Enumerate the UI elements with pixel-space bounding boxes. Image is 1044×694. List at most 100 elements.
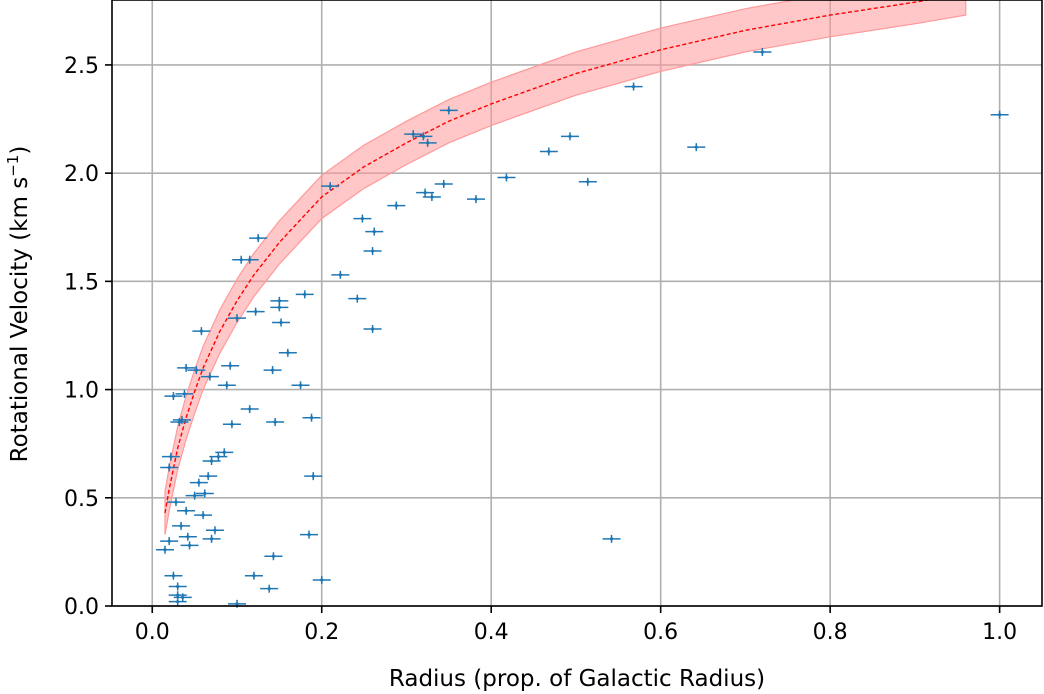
- data-point: [302, 413, 321, 422]
- data-point-marker: [206, 474, 210, 478]
- data-point: [363, 324, 382, 333]
- data-point-marker: [338, 273, 342, 277]
- data-point: [240, 255, 259, 264]
- data-point: [687, 143, 706, 152]
- data-point-marker: [194, 368, 198, 372]
- data-point-marker: [411, 132, 415, 136]
- confidence-band-area: [164, 0, 967, 535]
- data-point: [221, 361, 240, 370]
- data-point-marker: [355, 297, 359, 301]
- data-point-marker: [208, 374, 212, 379]
- data-point: [624, 82, 643, 91]
- data-point: [264, 552, 283, 561]
- data-point-marker: [309, 416, 314, 420]
- data-point: [205, 526, 224, 535]
- data-point-marker: [328, 184, 332, 188]
- y-axis-label-superscript: −1: [4, 155, 22, 177]
- data-point-marker: [187, 543, 192, 548]
- data-point-marker: [199, 329, 203, 333]
- data-point: [172, 415, 191, 424]
- data-point: [155, 545, 174, 554]
- x-axis-ticks: 0.0 0.2 0.4 0.6 0.8 1.0: [135, 606, 1017, 645]
- data-point-marker: [370, 249, 375, 253]
- data-point-marker: [270, 368, 275, 372]
- data-point: [321, 182, 340, 191]
- fit-line-group: [164, 0, 932, 514]
- data-point-marker: [568, 134, 572, 138]
- data-point-marker: [504, 175, 509, 180]
- data-point: [353, 214, 372, 223]
- data-point-marker: [277, 305, 281, 309]
- data-point: [348, 294, 367, 303]
- data-point: [189, 478, 208, 487]
- data-point-marker: [360, 216, 365, 221]
- data-point: [422, 192, 441, 201]
- data-point: [497, 173, 516, 182]
- data-point: [177, 506, 196, 515]
- data-point-marker: [248, 407, 252, 411]
- x-tick-label: 1.0: [982, 620, 1017, 645]
- data-point: [539, 147, 558, 156]
- data-point-marker: [184, 509, 188, 513]
- data-point: [312, 576, 331, 585]
- data-point: [227, 314, 246, 323]
- fit-line: [164, 0, 932, 514]
- data-point: [266, 418, 285, 427]
- data-point-marker: [311, 474, 315, 478]
- data-point: [365, 227, 384, 236]
- x-tick-label: 0.0: [135, 620, 170, 645]
- data-point-marker: [174, 500, 178, 504]
- x-tick-label: 0.6: [643, 620, 678, 645]
- data-point: [414, 132, 433, 141]
- data-point: [291, 381, 310, 390]
- data-point-marker: [370, 327, 375, 331]
- data-point-marker: [286, 351, 290, 355]
- data-point: [168, 597, 187, 606]
- y-tick-label: 0.0: [64, 595, 99, 620]
- data-point-marker: [167, 465, 171, 470]
- data-point: [578, 177, 597, 186]
- data-point: [202, 456, 221, 465]
- data-point-marker: [180, 418, 184, 422]
- data-point-marker: [209, 459, 214, 463]
- data-point: [990, 110, 1009, 119]
- data-point: [416, 188, 435, 197]
- data-point-marker: [248, 258, 252, 262]
- data-point-marker: [171, 394, 176, 398]
- data-point: [404, 130, 423, 139]
- data-point: [177, 363, 196, 372]
- data-point: [244, 571, 263, 580]
- data-point: [178, 532, 197, 541]
- data-point: [195, 489, 214, 498]
- data-point: [387, 201, 406, 210]
- data-point: [602, 534, 621, 543]
- data-point: [215, 448, 234, 457]
- x-tick-label: 0.4: [474, 620, 509, 645]
- data-point-marker: [442, 182, 446, 186]
- data-point-marker: [176, 584, 180, 589]
- data-point: [173, 593, 192, 602]
- data-point-marker: [182, 392, 187, 396]
- data-point-marker: [235, 602, 239, 606]
- data-point: [249, 234, 268, 243]
- data-point-marker: [298, 383, 303, 387]
- data-point: [180, 541, 199, 550]
- data-point-marker: [694, 145, 698, 149]
- data-point-marker: [179, 524, 183, 528]
- data-point: [295, 290, 314, 299]
- data-point-marker: [307, 532, 311, 537]
- data-point-marker: [213, 528, 217, 532]
- data-point: [187, 366, 206, 375]
- data-point-marker: [609, 537, 614, 541]
- plot-frame: [111, 0, 1043, 607]
- data-point: [270, 303, 289, 312]
- data-point-marker: [193, 494, 197, 498]
- data-point-marker: [216, 455, 220, 459]
- data-point: [300, 530, 319, 539]
- data-point-marker: [372, 229, 376, 234]
- data-point-marker: [547, 149, 551, 154]
- data-point: [439, 106, 458, 115]
- data-point: [240, 405, 259, 414]
- data-point-marker: [426, 141, 430, 145]
- data-point-marker: [256, 236, 260, 240]
